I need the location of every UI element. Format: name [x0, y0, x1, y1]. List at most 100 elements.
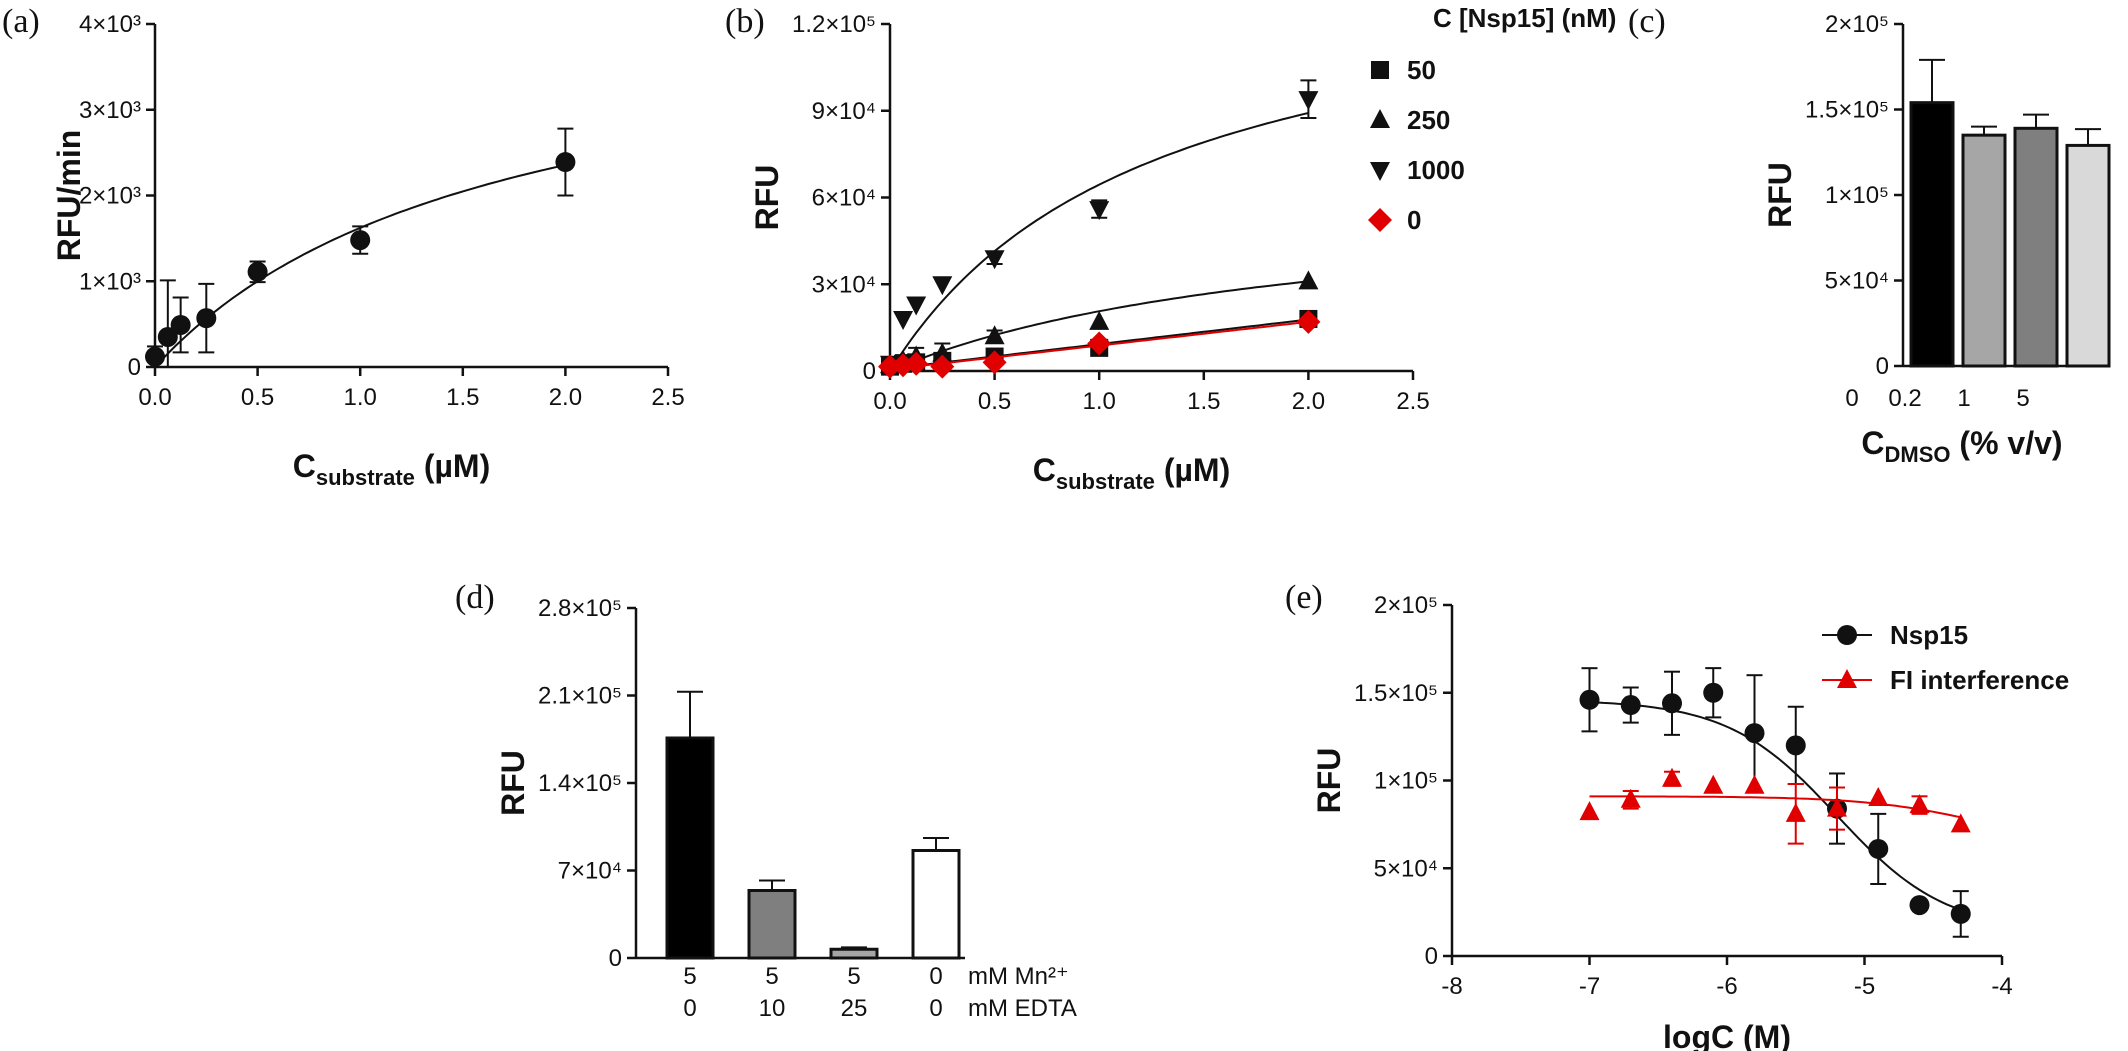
panel-a-label: (a) — [2, 3, 40, 40]
x-tick-label: 0.0 — [138, 384, 171, 411]
y-tick-label: 4×10³ — [79, 11, 141, 38]
panel-b-label: (b) — [725, 3, 765, 40]
bar — [665, 736, 715, 960]
bar — [2065, 143, 2111, 368]
data-point — [1950, 813, 1971, 833]
y-tick-label: 1×10³ — [79, 268, 141, 295]
data-point — [1868, 787, 1889, 807]
data-point — [157, 326, 178, 347]
data-point — [350, 230, 371, 251]
data-point — [1827, 797, 1847, 817]
data-point — [170, 314, 191, 335]
y-tick-label: 3×10⁴ — [812, 271, 876, 298]
y-tick-label: 1.5×10⁵ — [1354, 680, 1438, 707]
panel-b: (b) 0 3×10⁴ 6×10⁴ 9×10⁴ 1.2×10⁵ 0.0 0.5 1.0 1.5 2… — [725, 3, 1616, 494]
y-tick-label: 0 — [1425, 943, 1438, 970]
y-tick-label: 1.2×10⁵ — [792, 11, 876, 38]
x-tick-label: 0.0 — [873, 388, 906, 415]
data-point — [1785, 802, 1806, 822]
x-tick-label: -4 — [1991, 973, 2012, 1000]
data-point — [1298, 91, 1319, 111]
panel-a: (a) 0 1×10³ 2×10³ 3×10³ 4×10³ 0.0 0.5 1.0 1.5 2.0… — [2, 3, 685, 490]
x-tick-label: -6 — [1716, 973, 1737, 1000]
data-point — [1579, 689, 1600, 710]
data-point — [1785, 735, 1806, 756]
y-tick-label: 0 — [128, 354, 141, 381]
fit-curve-1000 — [889, 112, 1309, 372]
y-tick-label: 0 — [863, 358, 876, 385]
x-tick-label: 1.0 — [1083, 388, 1116, 415]
y-tick-label: 6×10⁴ — [812, 185, 876, 212]
panel-d: (d) 0 7×10⁴ 1.4×10⁵ 2.1×10⁵ 2.8×10⁵ RFU 5 5 5 0 0 1… — [455, 579, 1077, 1022]
data-point — [1744, 723, 1765, 744]
data-point — [1909, 895, 1930, 916]
data-point — [982, 350, 1007, 375]
y-tick-label: 3×10³ — [79, 97, 141, 124]
data-point — [555, 152, 576, 173]
x-tick-label: -7 — [1579, 973, 1600, 1000]
fit-curve-0 — [154, 164, 566, 368]
x-axis-title: logC (M) — [1663, 1019, 1791, 1051]
x-tick-label: 0 — [1845, 385, 1858, 412]
y-axis-title: RFU — [1762, 162, 1798, 228]
row-label-1: mM Mn²⁺ — [968, 963, 1069, 990]
data-point — [1620, 695, 1641, 716]
y-tick-label: 2×10⁵ — [1825, 11, 1889, 38]
panel-c: (c) 0 5×10⁴ 1×10⁵ 1.5×10⁵ 2×10⁵ RFU 0 0.2 1 5 CDMS… — [1628, 3, 2111, 467]
x-tick-label-row1: 5 — [765, 963, 778, 990]
data-point — [1620, 788, 1641, 808]
x-tick-label: 1.5 — [446, 384, 479, 411]
data-point — [1744, 774, 1765, 794]
panel-c-label: (c) — [1628, 3, 1666, 40]
bar — [829, 947, 879, 960]
data-point — [1089, 201, 1110, 221]
fit-curve-FI interference — [1589, 795, 1962, 819]
x-tick-label: 1 — [1957, 385, 1970, 412]
y-tick-label: 2.1×10⁵ — [538, 683, 622, 710]
y-tick-label: 1×10⁵ — [1825, 182, 1889, 209]
legend-title: C [Nsp15] (nM) — [1433, 3, 1616, 33]
x-tick-label: -8 — [1441, 973, 1462, 1000]
data-point — [904, 351, 929, 376]
x-tick-label-row2: 25 — [841, 995, 868, 1022]
data-point — [1662, 767, 1682, 787]
data-point — [247, 261, 268, 282]
legend-label-50: 50 — [1407, 55, 1436, 85]
x-axis-title: Csubstrate (µM) — [293, 448, 490, 490]
x-tick-label: 2.5 — [1396, 388, 1429, 415]
bar — [1909, 101, 1955, 368]
y-tick-label: 9×10⁴ — [812, 98, 876, 125]
data-point — [1089, 310, 1110, 330]
y-tick-label: 5×10⁴ — [1374, 855, 1438, 882]
bar — [911, 849, 961, 960]
y-tick-label: 0 — [1876, 353, 1889, 380]
legend-label-0: Nsp15 — [1890, 620, 1968, 650]
fit-curve-Nsp15 — [1589, 701, 1962, 911]
data-point — [196, 308, 217, 329]
data-point — [1909, 794, 1930, 814]
x-tick-label: 2.5 — [651, 384, 684, 411]
x-tick-label: -5 — [1854, 973, 1875, 1000]
y-tick-label: 5×10⁴ — [1825, 268, 1889, 295]
y-tick-label: 1×10⁵ — [1374, 768, 1438, 795]
x-tick-label-row2: 0 — [683, 995, 696, 1022]
data-point — [984, 325, 1005, 345]
legend-label-1: FI interference — [1890, 665, 2069, 695]
data-point — [1296, 309, 1321, 334]
x-tick-label: 1.0 — [344, 384, 377, 411]
x-tick-label-row1: 5 — [847, 963, 860, 990]
data-point — [1662, 693, 1682, 714]
panel-e: (e) 0 5×10⁴ 1×10⁵ 1.5×10⁵ 2×10⁵ -8 -7 -6 -5 -4 RFU… — [1285, 579, 2069, 1051]
y-axis-title: RFU/min — [51, 130, 87, 262]
legend-marker-250 — [1370, 109, 1390, 128]
data-point — [906, 296, 927, 316]
legend-marker-1000 — [1370, 162, 1390, 181]
y-tick-label: 2×10⁵ — [1374, 592, 1438, 619]
data-point — [1298, 270, 1319, 290]
data-point — [932, 342, 953, 362]
legend-marker-50 — [1371, 61, 1389, 79]
data-point — [1579, 801, 1600, 821]
data-point — [145, 346, 165, 367]
data-point — [893, 310, 914, 330]
